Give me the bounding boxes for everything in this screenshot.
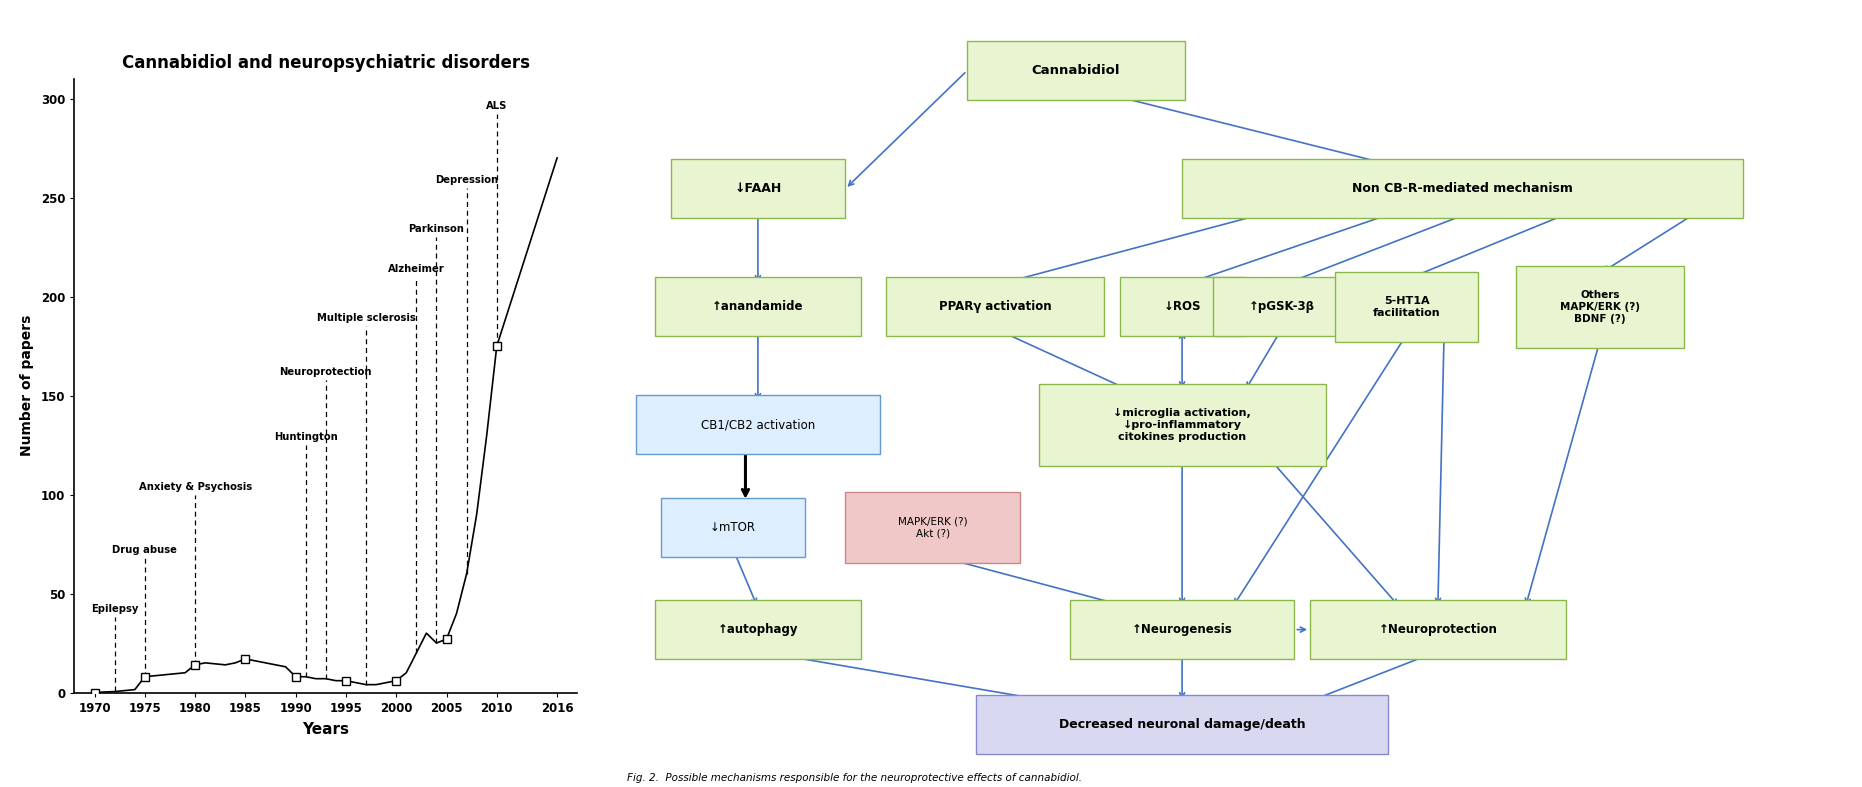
Text: Huntington: Huntington [274,432,337,442]
FancyBboxPatch shape [1119,278,1244,337]
Text: ↑Neuroprotection: ↑Neuroprotection [1378,623,1497,636]
FancyBboxPatch shape [845,492,1020,563]
Text: ↑pGSK-3β: ↑pGSK-3β [1249,301,1315,313]
Text: Neuroprotection: Neuroprotection [279,367,372,377]
Text: ↑Neurogenesis: ↑Neurogenesis [1132,623,1233,636]
FancyBboxPatch shape [966,41,1186,100]
Text: Multiple sclerosis: Multiple sclerosis [317,313,415,323]
Text: Depression: Depression [436,175,499,185]
Y-axis label: Number of papers: Number of papers [20,315,34,456]
FancyBboxPatch shape [670,159,845,218]
FancyBboxPatch shape [1335,272,1478,342]
Text: ↓FAAH: ↓FAAH [734,183,782,195]
FancyBboxPatch shape [655,600,860,660]
Text: Fig. 2.  Possible mechanisms responsible for the neuroprotective effects of cann: Fig. 2. Possible mechanisms responsible … [627,773,1082,783]
FancyBboxPatch shape [1311,600,1566,660]
Text: ALS: ALS [486,102,508,112]
Text: ↓microglia activation,
↓pro-inflammatory
citokines production: ↓microglia activation, ↓pro-inflammatory… [1113,408,1251,442]
Text: CB1/CB2 activation: CB1/CB2 activation [700,419,816,431]
Text: 5-HT1A
facilitation: 5-HT1A facilitation [1372,296,1441,318]
Title: Cannabidiol and neuropsychiatric disorders: Cannabidiol and neuropsychiatric disorde… [121,54,531,72]
Text: Drug abuse: Drug abuse [112,545,177,555]
Text: Decreased neuronal damage/death: Decreased neuronal damage/death [1059,718,1305,730]
FancyBboxPatch shape [661,498,804,557]
Text: MAPK/ERK (?)
Akt (?): MAPK/ERK (?) Akt (?) [897,516,968,538]
X-axis label: Years: Years [302,722,350,737]
FancyBboxPatch shape [1182,159,1743,218]
Text: PPARγ activation: PPARγ activation [938,301,1052,313]
Text: ↑autophagy: ↑autophagy [717,623,799,636]
FancyBboxPatch shape [1071,600,1294,660]
Text: Parkinson: Parkinson [408,224,464,235]
Text: Epilepsy: Epilepsy [91,604,138,615]
Text: ↓mTOR: ↓mTOR [709,521,756,534]
Text: Others
MAPK/ERK (?)
BDNF (?): Others MAPK/ERK (?) BDNF (?) [1560,290,1640,323]
FancyBboxPatch shape [637,395,879,455]
Text: Anxiety & Psychosis: Anxiety & Psychosis [138,482,251,492]
Text: ↑anandamide: ↑anandamide [711,301,804,313]
Text: ↓ROS: ↓ROS [1164,301,1201,313]
FancyBboxPatch shape [886,278,1104,337]
FancyBboxPatch shape [655,278,860,337]
FancyBboxPatch shape [976,694,1387,754]
Text: Alzheimer: Alzheimer [387,264,445,274]
FancyBboxPatch shape [1516,266,1685,348]
FancyBboxPatch shape [1039,383,1326,466]
Text: Non CB-R-mediated mechanism: Non CB-R-mediated mechanism [1352,183,1573,195]
Text: Cannabidiol: Cannabidiol [1032,65,1121,77]
FancyBboxPatch shape [1214,278,1350,337]
